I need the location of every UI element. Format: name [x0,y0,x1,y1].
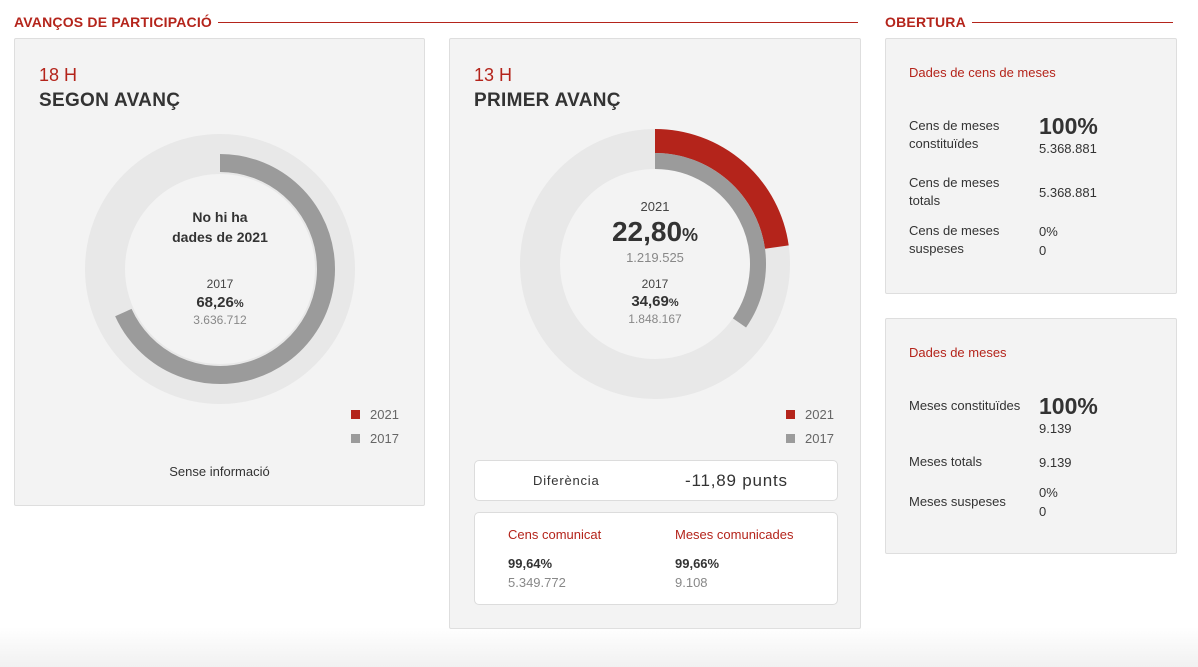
tables-suspended-values: 0% 0 [1039,483,1058,521]
no-info-text: Sense informació [169,464,270,479]
legend-item-2017: 2017 [786,426,834,450]
census-communicated: Cens comunicat 99,64% 5.349.772 [508,527,601,590]
census-constituted-values: 100% 5.368.881 [1039,113,1098,158]
year-label: 2021 [640,199,670,214]
legend-swatch-2021 [351,409,360,419]
opening-section-title: OBERTURA [885,14,1173,30]
arc-2021 [654,129,789,249]
difference-value: -11,89 punts [685,471,788,490]
tables-constituted-values: 100% 9.139 [1039,393,1098,438]
second-donut-labels: No hi ha dades de 2021 2017 68,26% 3.636… [120,207,320,327]
first-advance-donut [520,129,790,399]
census-total-label: Cens de meses totals [909,175,1000,208]
arc-2017 [654,153,766,328]
difference-box: Diferència -11,89 punts [474,460,838,501]
second-advance-donut [85,134,355,404]
opening-census-subtitle: Dades de cens de meses [909,65,1056,80]
tables-constituted-pct: 100% [1039,393,1098,419]
legend-label-2021: 2021 [805,406,834,422]
census-constituted-label: Cens de meses constituïdes [909,118,1000,151]
prev-pct: 34,69% [555,293,755,310]
prev-count: 3.636.712 [193,313,247,327]
census-suspended-label: Cens de meses suspeses [909,223,1000,256]
first-advance-title: PRIMER AVANÇ [474,90,621,111]
census-suspended-pct: 0% [1039,224,1058,239]
title-rule [218,21,858,23]
no-data-line1: No hi ha [192,209,248,225]
tables-constituted-value: 9.139 [1039,421,1072,436]
legend-swatch-2017 [351,433,360,443]
tables-communicated: Meses comunicades 99,66% 9.108 [675,527,794,590]
legend-item-2017: 2017 [351,426,399,450]
first-advance-card: 13 H PRIMER AVANÇ 2021 22,80% 1.219.525 … [449,38,861,629]
census-constituted-pct: 100% [1039,113,1098,139]
current-pct: 22,80% [555,216,755,248]
legend-swatch-2017 [786,433,795,443]
prev-pct-unit: % [668,297,679,309]
difference-label: Diferència [533,473,600,488]
tables-total-value: 9.139 [1039,455,1072,470]
census-communicated-title: Cens comunicat [508,527,602,542]
census-suspended-values: 0% 0 [1039,222,1058,260]
prev-pct-value: 34,69 [631,293,669,310]
tables-suspended-value: 0 [1039,504,1047,519]
opening-tables-subtitle: Dades de meses [909,345,1007,360]
census-communicated-value: 5.349.772 [508,575,566,590]
tables-constituted-label: Meses constituïdes [909,398,1021,413]
legend-item-2021: 2021 [351,402,399,426]
participation-title-text: AVANÇOS DE PARTICIPACIÓ [14,14,213,30]
prev-year-label: 2017 [206,277,234,291]
participation-section-title: AVANÇOS DE PARTICIPACIÓ [14,14,858,30]
current-count: 1.219.525 [626,250,684,265]
arc-2017 [115,154,335,384]
census-communicated-pct: 99,64% [508,556,553,571]
census-suspended-value: 0 [1039,243,1047,258]
opening-tables-card: Dades de meses Meses constituïdes 100% 9… [885,318,1177,554]
tables-suspended-label: Meses suspeses [909,494,1006,509]
legend-label-2017: 2017 [805,430,834,446]
bottom-fade [0,627,1198,667]
tables-total-label: Meses totals [909,454,982,469]
communicated-box: Cens comunicat 99,64% 5.349.772 Meses co… [474,512,838,605]
second-advance-hour: 18 H [39,65,78,85]
tables-communicated-pct: 99,66% [675,556,720,571]
prev-pct-value: 68,26 [196,294,234,311]
no-data-line2: dades de 2021 [172,229,268,245]
first-legend: 2021 2017 [786,402,834,450]
tables-suspended-pct: 0% [1039,485,1058,500]
current-pct-value: 22,80 [611,216,683,247]
prev-pct: 68,26% [120,294,320,311]
prev-year-label: 2017 [641,277,669,291]
second-advance-title: SEGON AVANÇ [39,90,181,111]
prev-count: 1.848.167 [628,312,682,326]
legend-label-2021: 2021 [370,406,399,422]
legend-item-2021: 2021 [786,402,834,426]
legend-label-2017: 2017 [370,430,399,446]
title-rule [971,21,1173,23]
tables-communicated-title: Meses comunicades [675,527,794,542]
prev-pct-unit: % [233,298,244,310]
first-advance-hour: 13 H [474,65,513,85]
tables-communicated-value: 9.108 [675,575,708,590]
current-pct-unit: % [682,225,699,245]
census-total-value: 5.368.881 [1039,185,1097,200]
first-donut-labels: 2021 22,80% 1.219.525 2017 34,69% 1.848.… [555,199,755,326]
census-constituted-value: 5.368.881 [1039,141,1097,156]
opening-census-card: Dades de cens de meses Cens de meses con… [885,38,1177,294]
second-advance-card: 18 H SEGON AVANÇ No hi ha dades de 2021 … [14,38,425,506]
legend-swatch-2021 [786,409,795,419]
second-legend: 2021 2017 [351,402,399,450]
opening-title-text: OBERTURA [885,14,966,30]
